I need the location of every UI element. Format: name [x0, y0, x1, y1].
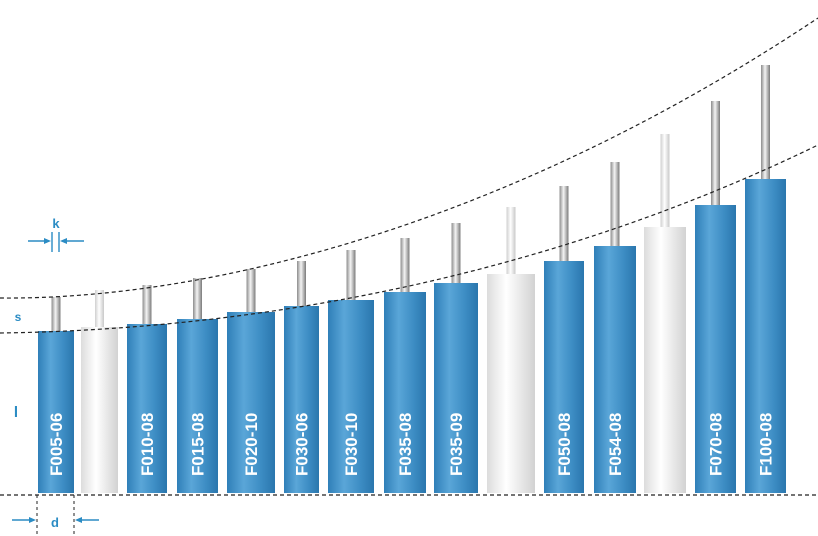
pin-group — [51, 65, 770, 333]
pin-3 — [142, 285, 152, 326]
bar-9 — [434, 283, 478, 493]
pin-6 — [297, 261, 306, 308]
pin-1 — [51, 297, 61, 333]
bar-6 — [284, 306, 319, 493]
bar-2 — [81, 327, 118, 493]
pin-13 — [660, 134, 670, 229]
bar-1 — [38, 331, 74, 493]
bar-label-9: F035-09 — [447, 413, 466, 476]
d-arrow-right — [75, 517, 99, 523]
bar-label-5: F020-10 — [242, 413, 261, 476]
bar-5 — [227, 312, 275, 493]
bar-14 — [695, 205, 736, 493]
lower-envelope-curve — [0, 144, 818, 334]
bar-label-12: F054-08 — [606, 413, 625, 476]
bar-label-1: F005-06 — [47, 413, 66, 476]
bar-label-7: F030-10 — [342, 413, 361, 476]
pin-4 — [193, 278, 202, 321]
bar-label-3: F010-08 — [138, 413, 157, 476]
bar-group: F005-06 F010-08 F015-08 F020-10 F030-06 F030-… — [38, 179, 786, 493]
bar-11 — [544, 261, 584, 493]
upper-envelope-curve — [0, 17, 818, 299]
l-label: l — [14, 404, 18, 421]
pin-8 — [400, 238, 410, 294]
pin-10 — [506, 207, 516, 276]
bar-10 — [487, 274, 535, 493]
bar-12 — [594, 246, 636, 493]
bar-7 — [328, 300, 374, 493]
pin-2 — [95, 290, 104, 329]
bar-4 — [177, 319, 218, 493]
s-label: s — [15, 310, 22, 324]
k-arrow-left — [28, 238, 51, 244]
d-arrow-left — [12, 517, 36, 523]
k-label: k — [52, 216, 60, 231]
pin-12 — [610, 162, 620, 248]
pin-11 — [559, 186, 569, 263]
bar-8 — [384, 292, 426, 493]
bar-15 — [745, 179, 786, 493]
bar-13 — [644, 227, 686, 493]
pin-14 — [711, 101, 720, 207]
pin-5 — [246, 269, 256, 314]
bar-label-11: F050-08 — [555, 413, 574, 476]
k-arrow-right — [60, 238, 84, 244]
bar-3 — [127, 324, 167, 493]
pin-7 — [346, 250, 356, 302]
pin-15 — [761, 65, 770, 181]
bar-label-8: F035-08 — [396, 413, 415, 476]
bar-label-15: F100-08 — [757, 413, 776, 476]
pin-9 — [451, 223, 461, 285]
bar-label-14: F070-08 — [707, 413, 726, 476]
d-label: d — [51, 515, 59, 530]
bar-label-4: F015-08 — [189, 413, 208, 476]
bar-label-6: F030-06 — [293, 413, 312, 476]
